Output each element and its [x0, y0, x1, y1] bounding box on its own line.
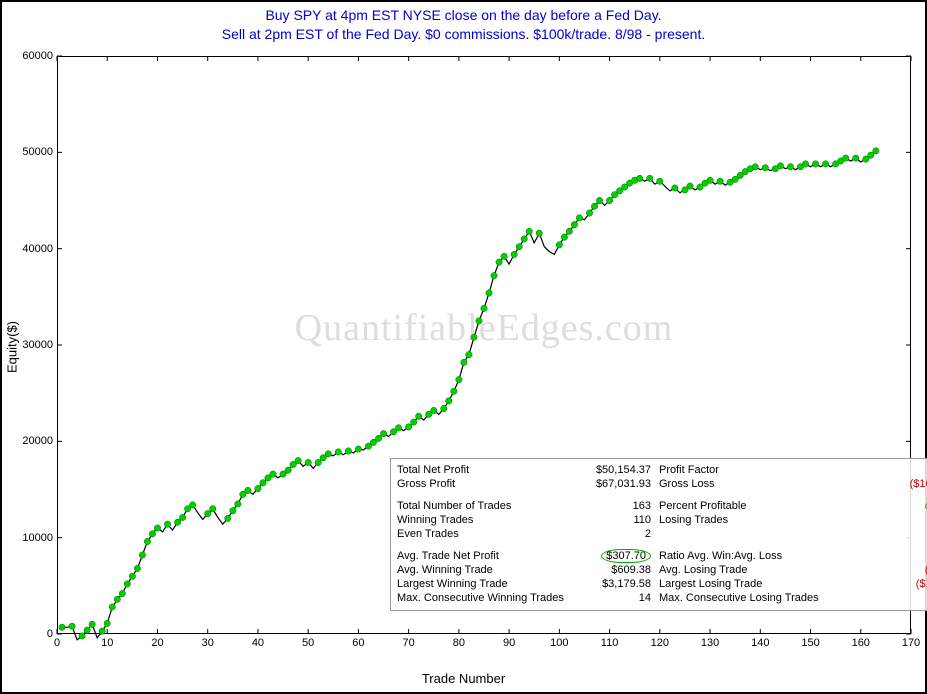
stat-value: 3.97	[839, 463, 927, 477]
stat-value: 2	[565, 527, 659, 541]
stat-value	[839, 527, 927, 541]
stat-label	[659, 527, 839, 541]
y-tick-label: 50000	[22, 146, 57, 158]
x-tick-label: 130	[701, 634, 719, 649]
y-tick-label: 10000	[22, 532, 57, 544]
stats-row: Avg. Winning Trade$609.38Avg. Losing Tra…	[397, 563, 927, 577]
stat-value: 51	[839, 513, 927, 527]
x-tick-label: 100	[550, 634, 568, 649]
stats-row: Total Number of Trades163Percent Profita…	[397, 499, 927, 513]
stat-label: Winning Trades	[397, 513, 565, 527]
stats-row: Avg. Trade Net Profit$307.70Ratio Avg. W…	[397, 549, 927, 563]
stat-value: 110	[565, 513, 659, 527]
x-tick-label: 60	[352, 634, 364, 649]
x-tick-label: 30	[202, 634, 214, 649]
stat-label: Profit Factor	[659, 463, 839, 477]
title-line-2: Sell at 2pm EST of the Fed Day. $0 commi…	[222, 26, 706, 42]
x-tick-label: 40	[252, 634, 264, 649]
stat-value: $609.38	[565, 563, 659, 577]
stat-label: Total Number of Trades	[397, 499, 565, 513]
stat-value: ($330.93)	[839, 563, 927, 577]
stat-label: Total Net Profit	[397, 463, 565, 477]
stat-value: 1.84	[839, 549, 927, 563]
x-tick-label: 80	[453, 634, 465, 649]
x-tick-label: 50	[302, 634, 314, 649]
stat-value: 4	[839, 591, 927, 605]
stat-value: $67,031.93	[565, 477, 659, 491]
stat-label: Losing Trades	[659, 513, 839, 527]
stats-row: Total Net Profit$50,154.37Profit Factor3…	[397, 463, 927, 477]
stat-label: Percent Profitable	[659, 499, 839, 513]
stat-label: Avg. Trade Net Profit	[397, 549, 565, 563]
stat-label: Max. Consecutive Losing Trades	[659, 591, 839, 605]
x-tick-label: 170	[902, 634, 920, 649]
stat-label: Gross Profit	[397, 477, 565, 491]
x-tick-label: 70	[403, 634, 415, 649]
stats-row: Winning Trades110Losing Trades51	[397, 513, 927, 527]
stat-label: Largest Winning Trade	[397, 577, 565, 591]
stats-row: Max. Consecutive Winning Trades14Max. Co…	[397, 591, 927, 605]
stat-value: ($16,877.56)	[839, 477, 927, 491]
chart-frame: Buy SPY at 4pm EST NYSE close on the day…	[0, 0, 927, 694]
stat-value: 14	[565, 591, 659, 605]
x-tick-label: 150	[801, 634, 819, 649]
stats-row: Largest Winning Trade$3,179.58Largest Lo…	[397, 577, 927, 591]
y-tick-label: 20000	[22, 435, 57, 447]
y-axis-label: Equity($)	[5, 321, 20, 373]
stat-value: $50,154.37	[565, 463, 659, 477]
stat-value: $3,179.58	[565, 577, 659, 591]
y-tick-label: 40000	[22, 243, 57, 255]
x-tick-label: 20	[151, 634, 163, 649]
stat-label: Gross Loss	[659, 477, 839, 491]
x-tick-label: 110	[601, 634, 619, 649]
title-line-1: Buy SPY at 4pm EST NYSE close on the day…	[265, 7, 661, 23]
x-axis-label: Trade Number	[422, 671, 505, 686]
stats-row: Even Trades2	[397, 527, 927, 541]
x-tick-label: 120	[651, 634, 669, 649]
stats-panel: Total Net Profit$50,154.37Profit Factor3…	[390, 458, 927, 611]
stat-value: ($1,817.38)	[839, 577, 927, 591]
stat-value: $307.70	[565, 549, 659, 563]
y-tick-label: 60000	[22, 50, 57, 62]
stat-value: 163	[565, 499, 659, 513]
chart-title: Buy SPY at 4pm EST NYSE close on the day…	[2, 2, 925, 44]
stats-row: Gross Profit$67,031.93Gross Loss($16,877…	[397, 477, 927, 491]
stat-label: Ratio Avg. Win:Avg. Loss	[659, 549, 839, 563]
stat-label: Avg. Winning Trade	[397, 563, 565, 577]
plot-area: QuantifiableEdges.com Total Net Profit$5…	[57, 56, 911, 634]
stat-value: 67.48%	[839, 499, 927, 513]
x-tick-label: 90	[503, 634, 515, 649]
x-tick-label: 0	[54, 634, 60, 649]
y-tick-label: 30000	[22, 339, 57, 351]
x-tick-label: 140	[751, 634, 769, 649]
x-tick-label: 160	[852, 634, 870, 649]
x-tick-label: 10	[101, 634, 113, 649]
stat-label: Max. Consecutive Winning Trades	[397, 591, 565, 605]
stat-label: Avg. Losing Trade	[659, 563, 839, 577]
stat-label: Largest Losing Trade	[659, 577, 839, 591]
stat-label: Even Trades	[397, 527, 565, 541]
